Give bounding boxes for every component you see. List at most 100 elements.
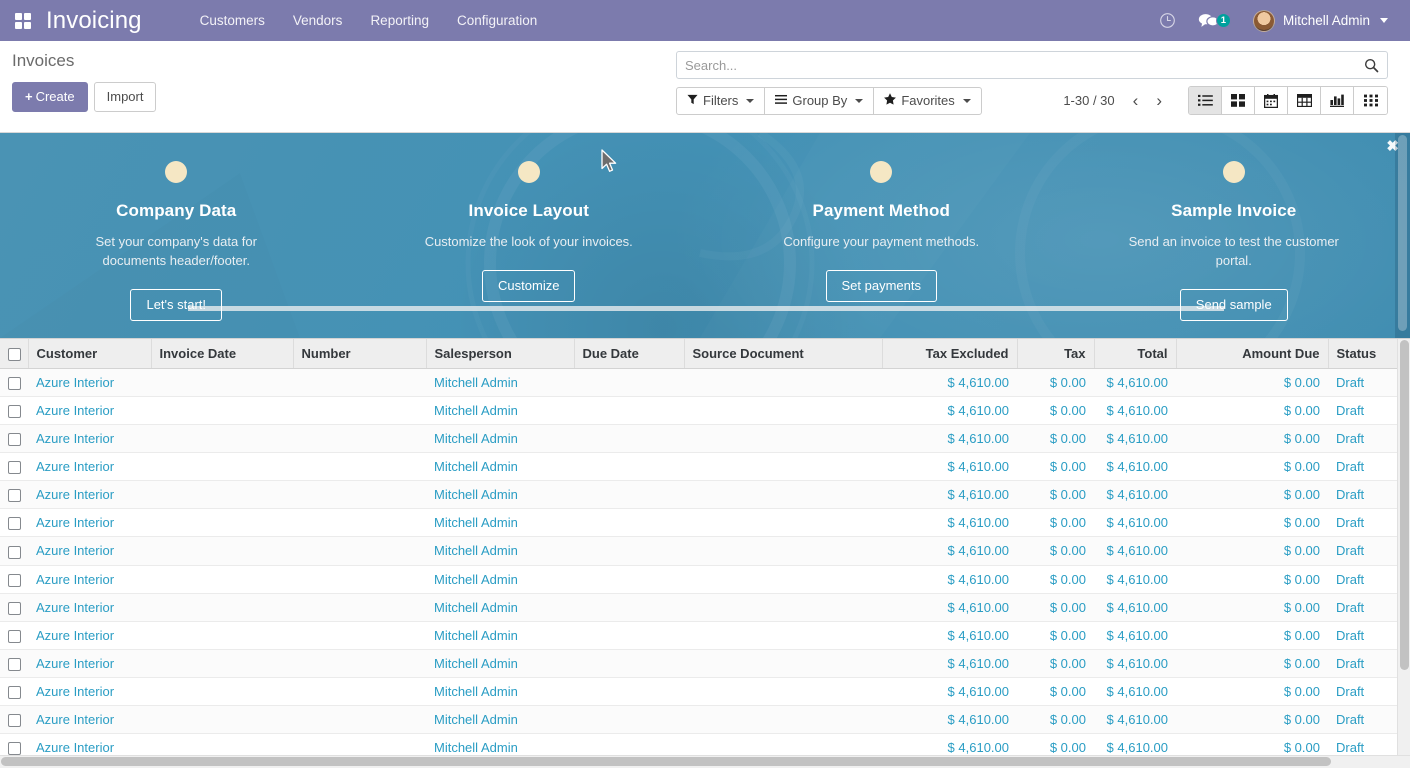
cell-invoice-date — [151, 565, 293, 594]
search-box[interactable] — [676, 51, 1388, 79]
list-icon[interactable] — [1189, 87, 1222, 114]
row-select-cell — [0, 565, 28, 594]
search-input[interactable] — [685, 57, 1364, 73]
cell-customer: Azure Interior — [28, 705, 151, 734]
table-row[interactable]: Azure Interior Mitchell Admin $ 4,610.00 $ … — [0, 649, 1408, 678]
menu-item-customers[interactable]: Customers — [199, 13, 265, 28]
table-row[interactable]: Azure Interior Mitchell Admin $ 4,610.00 $ … — [0, 396, 1408, 426]
main-menu: Customers Vendors Reporting Configuratio… — [186, 2, 552, 39]
clock-icon[interactable] — [1149, 6, 1186, 35]
row-checkbox[interactable] — [8, 377, 21, 391]
cell-invoice-date — [151, 649, 293, 678]
table-row[interactable]: Azure Interior Mitchell Admin $ 4,610.00 $ … — [0, 508, 1408, 538]
table-row[interactable]: Azure Interior Mitchell Admin $ 4,610.00 $ … — [0, 621, 1408, 650]
cell-tax-excluded: $ 4,610.00 — [882, 508, 1017, 538]
row-checkbox[interactable] — [8, 405, 21, 419]
vertical-scrollbar[interactable] — [1395, 133, 1410, 338]
column-header-status[interactable]: Status — [1328, 339, 1409, 370]
cell-invoice-date — [151, 621, 293, 650]
search-icon[interactable] — [1364, 58, 1379, 73]
cell-salesperson: Mitchell Admin — [426, 452, 574, 482]
messages-badge: 1 — [1215, 13, 1231, 28]
row-checkbox[interactable] — [8, 545, 21, 559]
table-row[interactable]: Azure Interior Mitchell Admin $ 4,610.00 $ … — [0, 452, 1408, 482]
cell-tax: $ 0.00 — [1017, 649, 1094, 678]
row-checkbox[interactable] — [8, 713, 21, 727]
menu-item-vendors[interactable]: Vendors — [292, 13, 343, 28]
column-header-tax-excluded[interactable]: Tax Excluded — [882, 339, 1018, 370]
app-brand-title[interactable]: Invoicing — [46, 6, 142, 34]
row-checkbox[interactable] — [8, 601, 21, 615]
import-button[interactable]: Import — [93, 82, 157, 112]
column-header-total[interactable]: Total — [1094, 339, 1177, 370]
apps-grid-icon[interactable] — [0, 0, 46, 41]
progress-line — [188, 306, 1224, 311]
cell-due-date — [574, 593, 684, 622]
create-button[interactable]: + Create — [12, 82, 88, 112]
table-row[interactable]: Azure Interior Mitchell Admin $ 4,610.00 $ … — [0, 593, 1408, 622]
bar-chart-icon[interactable] — [1321, 87, 1354, 114]
cell-number — [293, 508, 426, 538]
table-row[interactable]: Azure Interior Mitchell Admin $ 4,610.00 $ … — [0, 368, 1408, 398]
plus-icon: + — [25, 89, 33, 104]
menu-item-configuration[interactable]: Configuration — [456, 13, 538, 28]
row-checkbox[interactable] — [8, 489, 21, 503]
column-header-salesperson[interactable]: Salesperson — [426, 339, 575, 370]
row-select-cell — [0, 536, 28, 566]
column-header-invoice-date[interactable]: Invoice Date — [151, 339, 294, 370]
row-checkbox[interactable] — [8, 685, 21, 699]
set-payments-button[interactable]: Set payments — [825, 270, 937, 302]
column-header-number[interactable]: Number — [293, 339, 427, 370]
customize-button[interactable]: Customize — [482, 270, 576, 302]
row-checkbox[interactable] — [8, 517, 21, 531]
kanban-icon[interactable] — [1222, 87, 1255, 114]
groupby-button[interactable]: Group By — [764, 86, 875, 115]
cell-tax-excluded: $ 4,610.00 — [882, 536, 1017, 566]
row-checkbox[interactable] — [8, 461, 21, 475]
lets-start-button[interactable]: Let's start! — [130, 289, 223, 321]
favorites-button[interactable]: Favorites — [873, 86, 982, 115]
cell-status: Draft — [1328, 508, 1408, 538]
filters-label: Filters — [703, 92, 739, 108]
close-icon[interactable]: ✖ — [1386, 138, 1399, 155]
row-checkbox[interactable] — [8, 657, 21, 671]
table-row[interactable]: Azure Interior Mitchell Admin $ 4,610.00 $ … — [0, 480, 1408, 510]
table-row[interactable]: Azure Interior Mitchell Admin $ 4,610.00 $ … — [0, 424, 1408, 454]
filters-button[interactable]: Filters — [676, 86, 766, 115]
column-header-source-document[interactable]: Source Document — [684, 339, 883, 370]
cell-status: Draft — [1328, 368, 1408, 398]
select-all-checkbox[interactable] — [8, 348, 21, 362]
step-dot-icon — [517, 161, 540, 183]
row-checkbox[interactable] — [8, 573, 21, 587]
row-checkbox[interactable] — [8, 433, 21, 447]
column-header-tax[interactable]: Tax — [1017, 339, 1095, 370]
cell-customer: Azure Interior — [28, 593, 151, 622]
step-dot-icon — [165, 161, 188, 183]
cell-salesperson: Mitchell Admin — [426, 593, 574, 622]
calendar-icon[interactable] — [1255, 87, 1288, 114]
cell-due-date — [574, 565, 684, 594]
table-row[interactable]: Azure Interior Mitchell Admin $ 4,610.00 $ … — [0, 677, 1408, 706]
menu-item-reporting[interactable]: Reporting — [370, 13, 429, 28]
pivot-table-icon[interactable] — [1288, 87, 1321, 114]
user-menu[interactable]: Mitchell Admin — [1243, 6, 1394, 36]
pager-previous-button[interactable]: ‹ — [1125, 92, 1147, 109]
activity-grid-icon[interactable] — [1354, 87, 1387, 114]
row-checkbox[interactable] — [8, 741, 21, 755]
column-header-amount-due[interactable]: Amount Due — [1176, 339, 1329, 370]
send-sample-button[interactable]: Send sample — [1179, 289, 1288, 321]
list-vertical-scrollbar[interactable] — [1397, 339, 1410, 768]
search-toolbar: Filters Group By — [676, 86, 1388, 115]
table-row[interactable]: Azure Interior Mitchell Admin $ 4,610.00 $ … — [0, 536, 1408, 566]
list-horizontal-scrollbar[interactable] — [0, 755, 1410, 768]
cell-amount-due: $ 0.00 — [1176, 565, 1328, 594]
column-header-due-date[interactable]: Due Date — [574, 339, 685, 370]
chevron-down-icon — [962, 98, 971, 103]
column-header-customer[interactable]: Customer — [28, 339, 152, 370]
pager-next-button[interactable]: › — [1148, 92, 1170, 109]
row-checkbox[interactable] — [8, 629, 21, 643]
table-row[interactable]: Azure Interior Mitchell Admin $ 4,610.00 $ … — [0, 565, 1408, 594]
messages-icon[interactable]: 1 — [1188, 6, 1241, 35]
table-row[interactable]: Azure Interior Mitchell Admin $ 4,610.00 $ … — [0, 705, 1408, 734]
cell-total: $ 4,610.00 — [1094, 480, 1176, 510]
